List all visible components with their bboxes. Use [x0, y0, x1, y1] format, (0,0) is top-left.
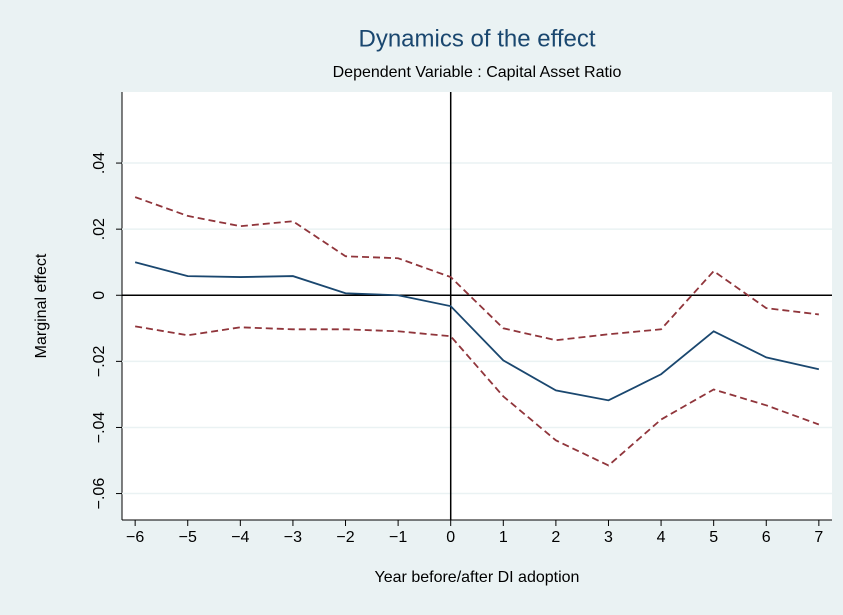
- x-tick-label: 1: [499, 529, 508, 546]
- y-tick-label: 0: [91, 291, 108, 300]
- series-line: [134, 261, 820, 402]
- series-line: [134, 325, 820, 467]
- x-tick-label: 6: [762, 529, 771, 546]
- x-tick-label: −1: [389, 529, 407, 546]
- x-tick-label: −5: [179, 529, 197, 546]
- plot-area: [122, 92, 832, 520]
- x-tick-label: 5: [709, 529, 718, 546]
- chart-title: Dynamics of the effect: [359, 25, 596, 52]
- chart-subtitle: Dependent Variable : Capital Asset Ratio: [333, 64, 622, 81]
- y-tick-label: .02: [91, 218, 108, 240]
- x-tick-label: 7: [814, 529, 823, 546]
- x-tick-label: −6: [126, 529, 144, 546]
- series-line: [134, 196, 819, 342]
- x-tick-label: −3: [284, 529, 302, 546]
- x-tick-label: 4: [657, 529, 666, 546]
- x-tick-label: −4: [231, 529, 249, 546]
- y-tick-label: −.06: [91, 478, 108, 510]
- y-tick-label: −.04: [91, 412, 108, 444]
- x-tick-label: 3: [604, 529, 613, 546]
- x-tick-label: 2: [551, 529, 560, 546]
- y-tick-label: −.02: [91, 345, 108, 377]
- x-tick-label: −2: [336, 529, 354, 546]
- y-tick-label: .04: [91, 152, 108, 174]
- y-axis-label: Marginal effect: [33, 253, 50, 358]
- x-tick-label: 0: [446, 529, 455, 546]
- x-axis-label: Year before/after DI adoption: [375, 569, 580, 586]
